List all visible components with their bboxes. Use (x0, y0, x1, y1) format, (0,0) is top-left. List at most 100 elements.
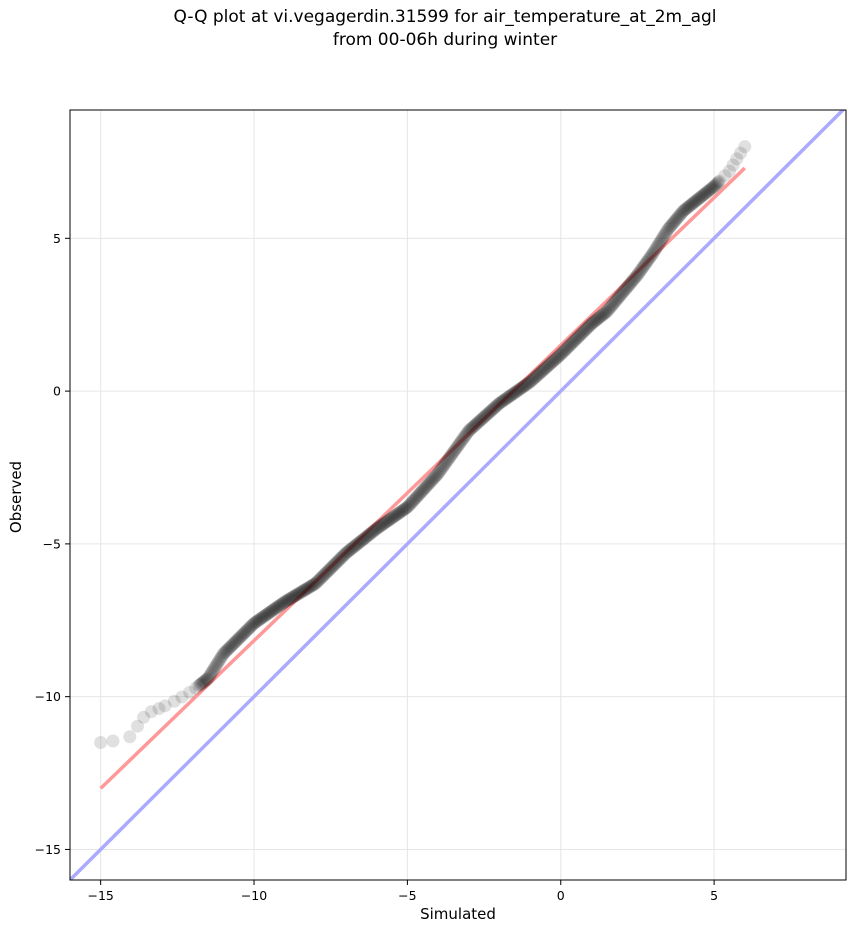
quantile-point (144, 705, 158, 719)
quantile-point (572, 329, 586, 343)
quantile-point (415, 484, 429, 498)
quantile-point (605, 298, 619, 312)
quantile-point (137, 710, 151, 724)
quantile-point (656, 231, 670, 245)
quantile-point (386, 510, 400, 524)
quantile-point (203, 669, 217, 683)
quantile-point (460, 426, 474, 440)
quantile-point (240, 623, 254, 637)
quantile-point (624, 275, 638, 289)
quantile-point (582, 320, 596, 334)
quantile-point (324, 561, 338, 575)
quantile-point (524, 375, 538, 389)
quantile-point (430, 468, 444, 482)
quantile-point (506, 387, 520, 401)
quantile-point (608, 294, 622, 308)
quantile-point (349, 538, 363, 552)
quantile-point (223, 640, 237, 654)
quantile-point (695, 189, 709, 203)
quantile-point (482, 406, 496, 420)
quantile-point (571, 330, 585, 344)
quantile-point (449, 441, 463, 455)
quantile-point (594, 309, 608, 323)
quantile-point (451, 439, 465, 453)
quantile-point (606, 297, 620, 311)
quantile-point (437, 459, 451, 473)
quantile-point (630, 269, 644, 283)
quantile-point (537, 362, 551, 376)
quantile-point (404, 496, 418, 510)
quantile-point (320, 565, 334, 579)
quantile-point (532, 367, 546, 381)
quantile-point (623, 276, 637, 290)
quantile-point (491, 397, 505, 411)
quantile-point (542, 358, 556, 372)
quantile-point (472, 415, 486, 429)
quantile-point (655, 233, 669, 247)
quantile-point (633, 264, 647, 278)
quantile-point (364, 527, 378, 540)
quantile-point (551, 350, 565, 364)
quantile-point (576, 325, 590, 339)
quantile-point (668, 213, 682, 227)
quantile-point (228, 635, 242, 649)
quantile-point (328, 557, 342, 571)
quantile-point (94, 736, 108, 749)
quantile-point (476, 411, 490, 425)
quantile-point (589, 313, 603, 327)
quantile-point (409, 491, 423, 505)
quantile-point (707, 179, 721, 193)
quantile-point (644, 249, 658, 263)
quantile-point (307, 578, 321, 592)
quantile-point (438, 457, 452, 471)
quantile-point (256, 610, 270, 624)
quantile-point (251, 614, 265, 628)
quantile-point (512, 383, 526, 397)
quantile-point (672, 210, 686, 224)
quantile-point (452, 438, 466, 452)
quantile-point (587, 315, 601, 329)
quantile-point (498, 393, 512, 407)
quantile-point (520, 377, 534, 391)
quantile-point (388, 509, 402, 523)
quantile-point (234, 630, 248, 644)
quantile-point (299, 582, 313, 596)
quantile-point (674, 207, 688, 221)
quantile-point (578, 323, 592, 337)
quantile-point (274, 597, 288, 611)
quantile-point (549, 351, 563, 365)
quantile-point (344, 542, 358, 556)
quantile-point (575, 326, 589, 340)
quantile-point (332, 553, 346, 567)
quantile-point (265, 604, 279, 618)
quantile-point (642, 252, 656, 266)
quantile-point (613, 289, 627, 303)
quantile-point (356, 532, 370, 546)
quantile-point (563, 338, 577, 352)
quantile-point (264, 605, 278, 619)
quantile-point (694, 190, 708, 204)
quantile-point (357, 532, 371, 546)
quantile-point (489, 399, 503, 413)
quantile-point (649, 241, 663, 255)
quantile-point (206, 664, 220, 678)
quantile-point (432, 465, 446, 479)
quantile-point (443, 450, 457, 464)
quantile-point (507, 386, 521, 400)
quantile-point (433, 463, 447, 477)
quantile-point (350, 538, 364, 552)
quantile-point (425, 474, 439, 488)
quantile-point (738, 140, 752, 154)
quantile-point (273, 598, 287, 612)
quantile-point (244, 619, 258, 633)
quantile-point (340, 545, 354, 559)
quantile-point (248, 616, 262, 630)
quantile-point (464, 421, 478, 435)
quantile-point (434, 462, 448, 476)
quantile-point (290, 588, 304, 602)
quantile-point (339, 546, 353, 560)
quantile-point (588, 314, 602, 328)
quantile-point (559, 342, 573, 356)
y-tick-label: −5 (43, 536, 61, 551)
